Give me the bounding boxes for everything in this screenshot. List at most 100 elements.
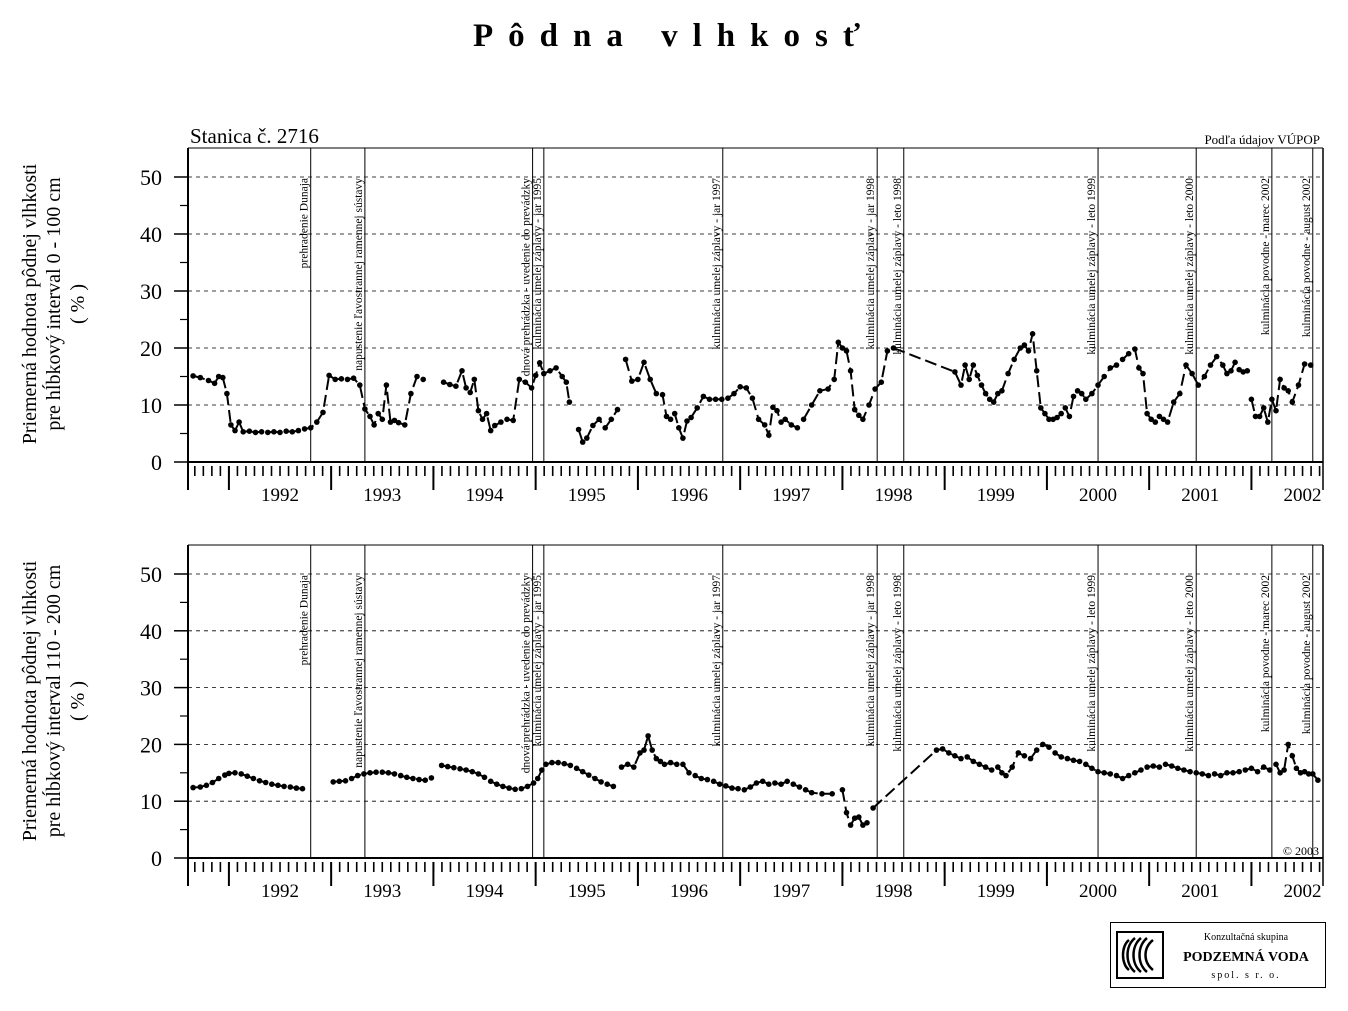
data-point bbox=[1269, 396, 1275, 403]
data-point bbox=[610, 783, 617, 790]
data-point bbox=[982, 390, 989, 397]
data-point bbox=[1011, 356, 1017, 363]
data-point bbox=[741, 787, 748, 793]
data-point bbox=[829, 791, 835, 797]
data-point bbox=[536, 360, 543, 366]
data-point bbox=[228, 422, 234, 428]
data-point bbox=[528, 385, 535, 391]
data-point bbox=[494, 781, 500, 787]
data-point bbox=[1248, 765, 1255, 772]
data-point bbox=[414, 373, 420, 380]
data-point bbox=[782, 416, 788, 423]
y-tick-label: 20 bbox=[140, 732, 162, 757]
data-point bbox=[332, 376, 339, 383]
data-point bbox=[1070, 393, 1077, 400]
data-point bbox=[778, 781, 784, 787]
data-point bbox=[1217, 772, 1224, 779]
data-point bbox=[1132, 346, 1138, 352]
x-year-label: 1999 bbox=[977, 485, 1015, 506]
data-point bbox=[641, 359, 647, 366]
data-point bbox=[843, 348, 850, 354]
data-point bbox=[1029, 331, 1036, 337]
data-point bbox=[1021, 342, 1028, 348]
data-point bbox=[408, 390, 414, 397]
event-label: dnová prehrádzka - uvedenie do prevádzky bbox=[521, 575, 533, 774]
data-point bbox=[1189, 370, 1195, 377]
data-point bbox=[539, 767, 545, 773]
data-point bbox=[866, 402, 872, 408]
data-point bbox=[252, 429, 259, 436]
data-point bbox=[467, 389, 474, 396]
data-point bbox=[1162, 761, 1169, 768]
data-point bbox=[1003, 772, 1009, 779]
x-year-label: 2000 bbox=[1079, 485, 1117, 506]
data-point bbox=[1140, 370, 1146, 377]
data-point bbox=[674, 761, 680, 768]
x-year-label: 1992 bbox=[261, 485, 299, 506]
data-point bbox=[238, 771, 244, 777]
data-point bbox=[1301, 361, 1308, 367]
data-point bbox=[451, 764, 457, 771]
data-point bbox=[579, 768, 586, 775]
data-point bbox=[265, 429, 271, 436]
data-point bbox=[479, 416, 486, 423]
data-point bbox=[1273, 407, 1279, 414]
data-point bbox=[766, 781, 772, 787]
data-point bbox=[1027, 755, 1034, 762]
data-point bbox=[1244, 368, 1251, 374]
event-label: napustenie ľavostrannej ramennej sústavy bbox=[353, 575, 365, 768]
logo-main-text: PODZEMNÁ VODA bbox=[1183, 950, 1309, 965]
data-point bbox=[1213, 353, 1220, 360]
data-point bbox=[962, 362, 968, 368]
data-point bbox=[354, 772, 361, 779]
series-line bbox=[872, 743, 1319, 809]
y-tick-label: 50 bbox=[140, 562, 162, 587]
x-year-label: 2002 bbox=[1284, 881, 1322, 902]
data-point bbox=[1230, 770, 1236, 776]
event-label: dnová prehrádzka - uvedenie do prevádzky bbox=[521, 178, 533, 377]
data-point bbox=[731, 390, 737, 397]
data-point bbox=[1205, 772, 1212, 779]
data-point bbox=[373, 769, 379, 775]
data-point bbox=[952, 369, 958, 375]
data-point bbox=[579, 439, 586, 445]
data-point bbox=[1211, 771, 1218, 777]
data-point bbox=[1248, 396, 1255, 403]
data-point bbox=[566, 399, 573, 405]
data-point bbox=[1310, 771, 1316, 777]
data-point bbox=[307, 425, 314, 431]
data-point bbox=[226, 770, 232, 777]
data-point bbox=[747, 784, 754, 790]
data-point bbox=[256, 778, 263, 784]
data-point bbox=[522, 379, 529, 386]
data-point bbox=[1160, 416, 1167, 423]
data-point bbox=[856, 412, 862, 419]
data-point bbox=[1046, 744, 1052, 750]
data-point bbox=[1052, 750, 1058, 756]
data-point bbox=[688, 414, 694, 421]
data-point bbox=[203, 782, 210, 789]
data-point bbox=[512, 786, 518, 793]
data-point bbox=[447, 381, 453, 388]
y-tick-label: 40 bbox=[140, 619, 162, 644]
data-point bbox=[1144, 410, 1150, 417]
x-year-label: 2002 bbox=[1284, 485, 1322, 506]
series-line bbox=[893, 333, 1248, 424]
event-label: kulminácia umelej záplavy - leto 1998 bbox=[892, 178, 904, 355]
data-point bbox=[1152, 419, 1159, 425]
data-point bbox=[808, 789, 815, 796]
data-point bbox=[622, 356, 629, 363]
data-point bbox=[1170, 399, 1177, 405]
data-point bbox=[391, 417, 398, 424]
data-point bbox=[680, 761, 686, 768]
data-point bbox=[800, 416, 807, 423]
data-point bbox=[990, 399, 997, 405]
x-year-label: 1995 bbox=[568, 485, 606, 506]
data-point bbox=[1307, 362, 1314, 368]
chart-title: Pôdna vlhkosť bbox=[472, 18, 876, 54]
data-point bbox=[326, 372, 332, 379]
data-point bbox=[420, 376, 427, 383]
data-point bbox=[1236, 768, 1242, 775]
data-point bbox=[350, 375, 357, 382]
event-label: kulminácia povodne - august 2002 bbox=[1301, 178, 1313, 337]
